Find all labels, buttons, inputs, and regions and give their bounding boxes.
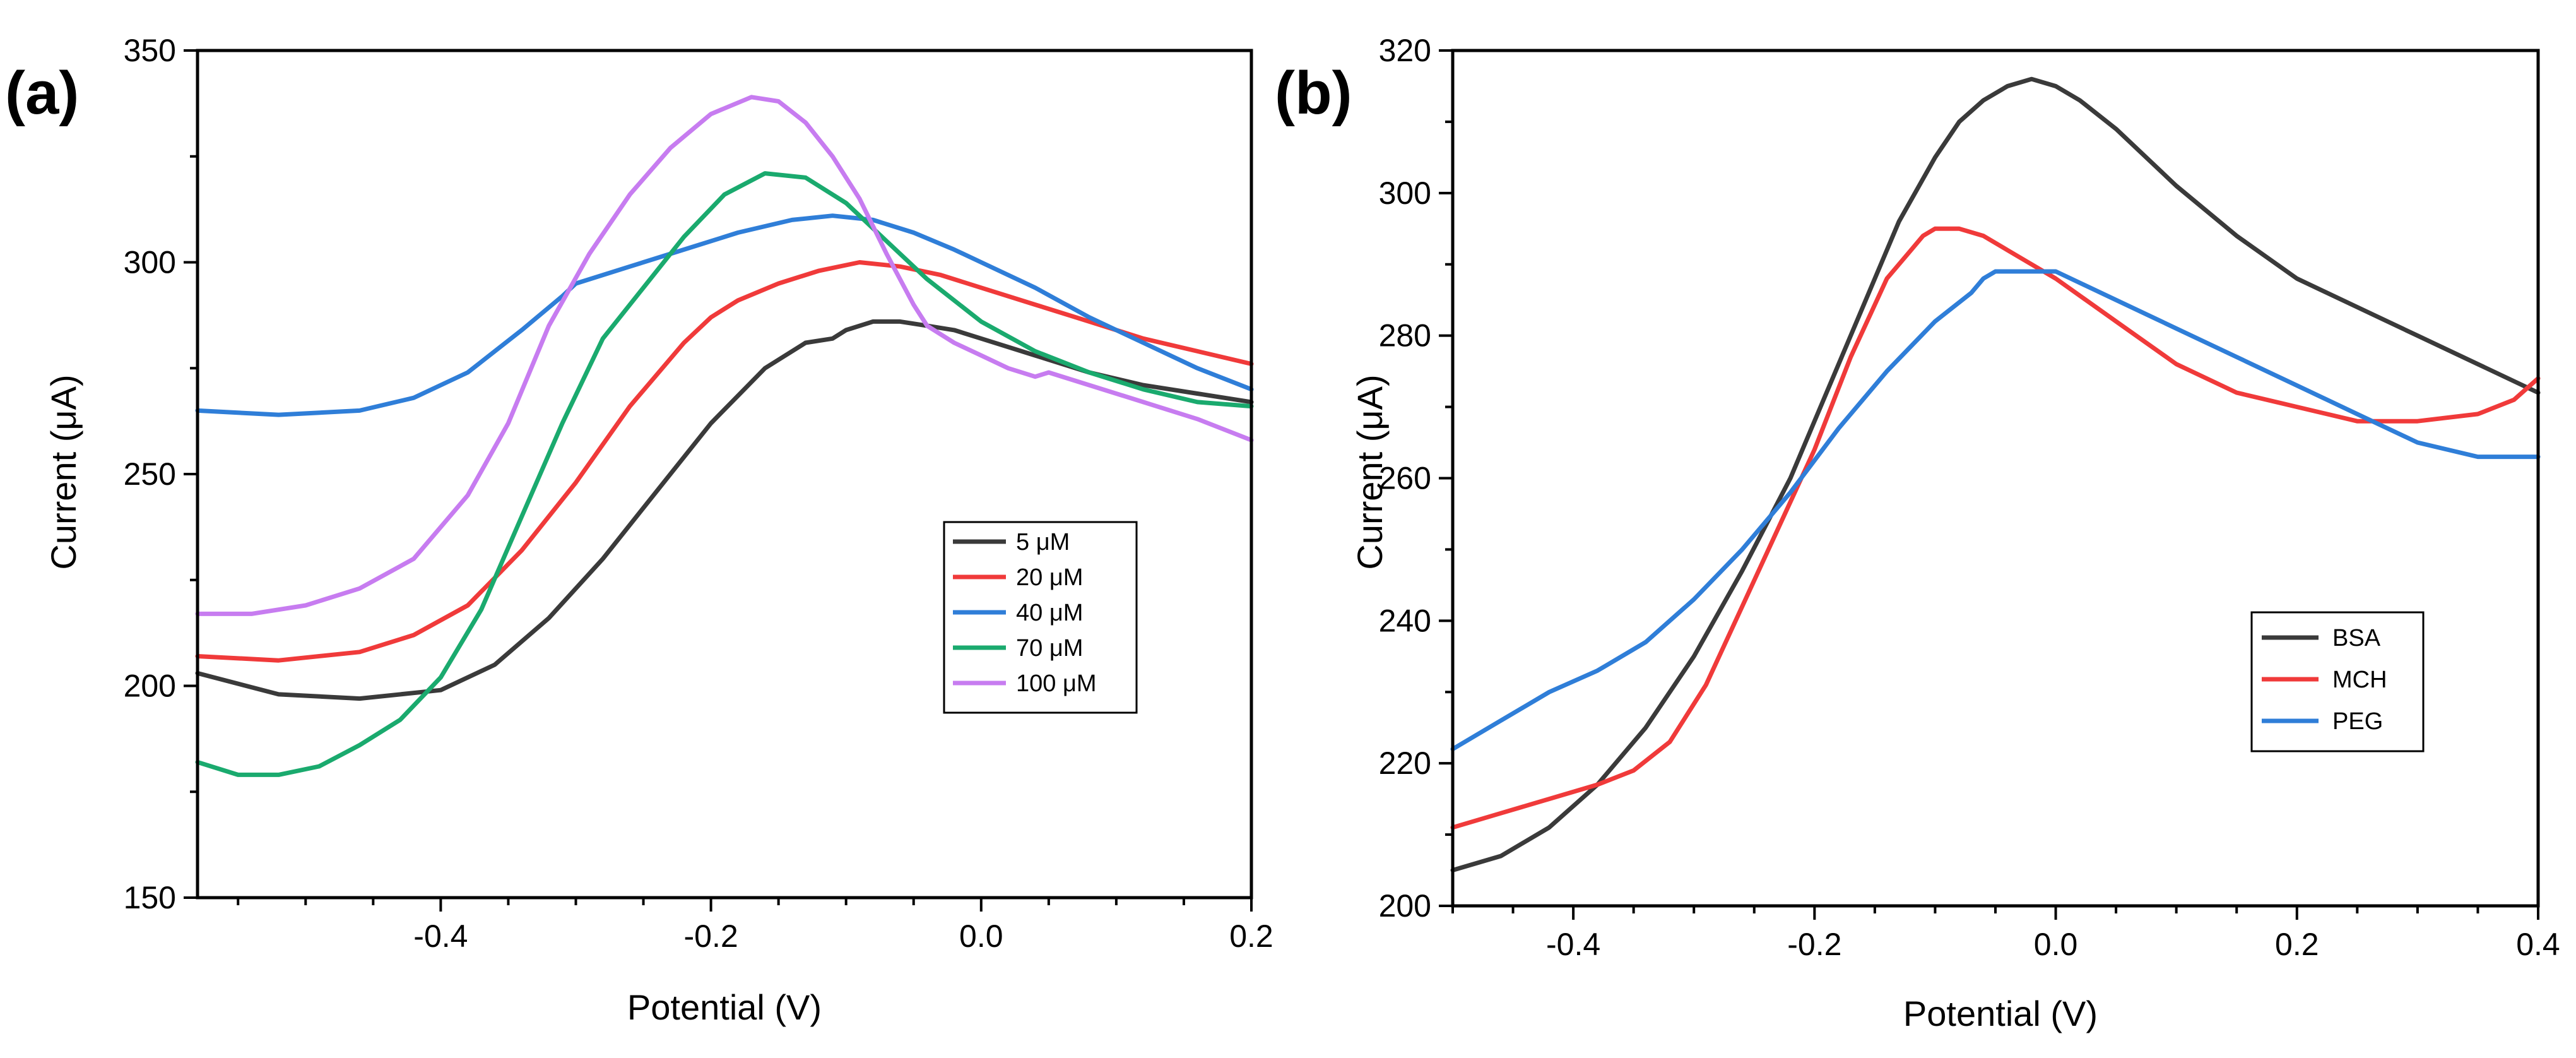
panel-b-legend: BSA MCH PEG (2250, 611, 2425, 752)
panel-a-series-line-70-m (195, 171, 1254, 777)
panel-a-plot-frame (196, 49, 1253, 900)
panel-b-y-tick-label: 220 (1379, 746, 1431, 781)
panel-b-x-tick-label: 0.4 (2516, 927, 2560, 962)
panel-a-x-ticks: -0.4 -0.2 0.0 0.2 (237, 898, 1273, 954)
panel-b-y-axis-label: Current (μA) (1350, 374, 1390, 569)
panel-b-x-tick-label: 0.2 (2275, 927, 2319, 962)
panel-a-x-tick-label: -0.2 (684, 918, 738, 954)
panel-a-legend: 5 μM 20 μM 40 μM 70 μM 100 μM (943, 521, 1138, 714)
panel-a-y-tick-label: 150 (124, 880, 176, 915)
panel-a-x-tick-label: 0.0 (959, 918, 1003, 954)
panel-a-series-line-100-m (195, 95, 1254, 616)
panel-b-plot-frame (1451, 49, 2540, 908)
panel-b-x-tick-label: 0.0 (2034, 927, 2078, 962)
panel-a-series-line-20-m (195, 260, 1254, 663)
panel-a-label: (a) (5, 59, 79, 127)
panel-b-series-line-peg (1450, 269, 2541, 752)
panel-a-x-tick-label: 0.2 (1229, 918, 1273, 954)
panel-a-legend-label: 20 μM (1016, 564, 1083, 591)
panel-b-y-tick-label: 300 (1379, 175, 1431, 211)
panel-b-legend-label: PEG (2332, 708, 2383, 735)
panel-a-x-axis-label: Potential (V) (627, 987, 822, 1027)
panel-a-y-tick-label: 200 (124, 669, 176, 704)
panel-b-y-tick-label: 320 (1379, 33, 1431, 68)
panel-b-y-tick-label: 260 (1379, 461, 1431, 496)
panel-b-x-axis-label: Potential (V) (1903, 994, 2098, 1033)
panel-b-x-tick-label: -0.2 (1787, 927, 1841, 962)
panel-a-y-tick-label: 300 (124, 245, 176, 280)
panel-a-y-tick-label: 350 (124, 33, 176, 68)
panel-a: (a) Current (μA) Potential (V) -0.4 -0.2 0… (5, 33, 1273, 1027)
panel-b-legend-label: BSA (2332, 625, 2381, 651)
panel-b-series-line-bsa (1450, 76, 2541, 872)
panel-a-series (195, 95, 1254, 777)
panel-a-x-tick-label: -0.4 (413, 918, 468, 954)
panel-a-y-axis-label: Current (μA) (44, 374, 83, 569)
panel-b-label: (b) (1275, 59, 1352, 127)
panel-b-legend-label: MCH (2332, 667, 2387, 693)
panel-b-series (1450, 76, 2541, 872)
panel-b: (b) Current (μA) Potential (V) -0.4 -0.2 0… (1275, 33, 2560, 1033)
panel-a-series-line-5-m (195, 319, 1254, 701)
panel-a-series-line-40-m (195, 213, 1254, 417)
panel-b-y-ticks: 200 220 240 260 280 300 320 (1379, 33, 1453, 924)
panel-a-legend-items: 5 μM 20 μM 40 μM 70 μM 100 μM (953, 529, 1097, 697)
panel-b-y-tick-label: 200 (1379, 888, 1431, 924)
panel-a-y-ticks: 150 200 250 300 350 (124, 33, 198, 915)
panel-b-x-ticks: -0.4 -0.2 0.0 0.2 0.4 (1451, 906, 2560, 962)
panel-b-x-tick-label: -0.4 (1546, 927, 1600, 962)
panel-a-legend-label: 70 μM (1016, 635, 1083, 662)
panel-a-legend-label: 40 μM (1016, 600, 1083, 626)
panel-b-series-line-mch (1450, 226, 2541, 830)
panel-a-legend-label: 100 μM (1016, 670, 1097, 697)
panel-b-y-tick-label: 280 (1379, 318, 1431, 354)
panel-a-legend-label: 5 μM (1016, 529, 1070, 556)
panel-b-legend-items: BSA MCH PEG (2262, 625, 2387, 735)
panel-a-y-tick-label: 250 (124, 456, 176, 492)
panel-b-y-tick-label: 240 (1379, 603, 1431, 638)
